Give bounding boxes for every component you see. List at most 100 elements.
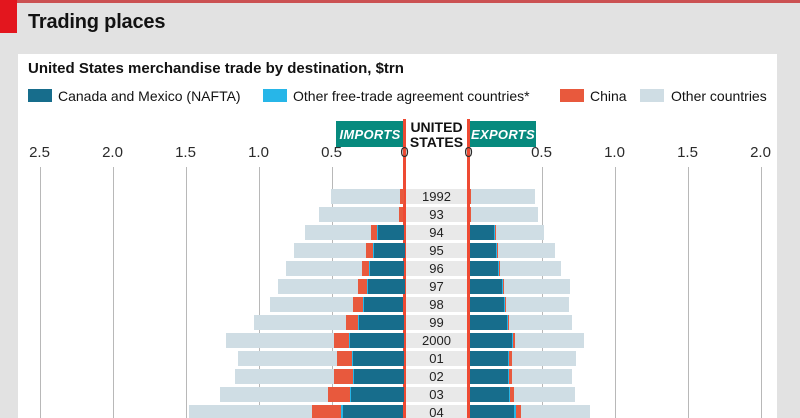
exports-segment-china-04 [516,405,521,418]
imports-segment-nafta-04 [342,405,403,418]
year-label-99: 99 [406,315,467,330]
imports-segment-fta-02 [352,369,354,384]
exports-bar-98 [470,297,569,312]
imports-bar-94 [304,225,404,240]
year-label-96: 96 [406,261,467,276]
exports-segment-nafta-03 [470,387,509,402]
legend-swatch-other-countries [640,89,664,102]
imports-bar-97 [277,279,405,294]
axis-tick-label: 1.0 [248,144,269,161]
year-label-1992: 1992 [406,189,467,204]
imports-zero-axis-line [403,119,406,418]
exports-segment-nafta-98 [470,297,504,312]
imports-segment-china-99 [345,315,358,330]
exports-segment-other-02 [512,369,572,384]
legend-label-other-fta: Other free-trade agreement countries* [293,88,530,104]
exports-segment-other-04 [521,405,590,418]
year-label-98: 98 [406,297,467,312]
legend-swatch-other-fta [263,89,287,102]
exports-bar-95 [470,243,555,258]
gridline [186,167,187,418]
gridline [615,167,616,418]
imports-bar-98 [269,297,404,312]
bar-row-97: 97 [0,279,800,294]
bar-row-1992: 1992 [0,189,800,204]
imports-segment-china-93 [398,207,403,222]
exports-segment-china-02 [509,369,512,384]
exports-segment-other-98 [506,297,569,312]
exports-segment-nafta-96 [470,261,498,276]
imports-segment-other-99 [253,315,346,330]
exports-segment-china-94 [495,225,496,240]
bar-row-94: 94 [0,225,800,240]
exports-segment-nafta-01 [470,351,508,366]
exports-segment-other-97 [504,279,570,294]
exports-bar-96 [470,261,561,276]
imports-segment-china-95 [365,243,373,258]
exports-segment-other-93 [471,207,538,222]
exports-segment-fta-98 [504,297,505,312]
gridline [259,167,260,418]
imports-segment-china-1992 [399,189,404,204]
exports-bar-1992 [470,189,536,204]
exports-segment-fta-01 [508,351,509,366]
imports-segment-nafta-98 [363,297,403,312]
imports-bar-02 [234,369,404,384]
imports-segment-other-97 [277,279,358,294]
imports-segment-nafta-97 [367,279,405,294]
imports-segment-nafta-2000 [349,333,404,348]
exports-segment-china-01 [509,351,512,366]
exports-bar-03 [470,387,576,402]
year-label-2000: 2000 [406,333,467,348]
bar-row-95: 95 [0,243,800,258]
page-title: Trading places [28,11,166,33]
exports-segment-other-2000 [515,333,584,348]
imports-bar-01 [237,351,404,366]
imports-segment-china-96 [361,261,369,276]
imports-segment-china-94 [370,225,377,240]
united-states-label-line2: STATES [409,134,464,150]
imports-segment-fta-01 [351,351,353,366]
imports-segment-nafta-94 [377,225,404,240]
exports-segment-other-03 [514,387,575,402]
bar-row-2000: 2000 [0,333,800,348]
imports-segment-other-02 [234,369,334,384]
exports-segment-fta-99 [507,315,508,330]
year-label-95: 95 [406,243,467,258]
exports-segment-nafta-97 [470,279,502,294]
imports-segment-china-04 [311,405,341,418]
imports-segment-fta-2000 [348,333,350,348]
exports-segment-china-96 [499,261,500,276]
year-label-03: 03 [406,387,467,402]
imports-segment-fta-98 [362,297,364,312]
exports-segment-other-95 [498,243,555,258]
legend-label-other-countries: Other countries [671,88,767,104]
exports-segment-other-96 [500,261,561,276]
imports-bar-95 [293,243,405,258]
imports-bar-96 [285,261,404,276]
exports-segment-fta-04 [514,405,516,418]
top-rule [0,0,800,3]
exports-segment-other-1992 [471,189,535,204]
imports-segment-china-2000 [333,333,349,348]
year-label-01: 01 [406,351,467,366]
chart-subtitle: United States merchandise trade by desti… [28,60,404,77]
imports-bar-93 [318,207,404,222]
legend-label-china: China [590,88,627,104]
exports-segment-nafta-95 [470,243,496,258]
imports-segment-fta-95 [372,243,374,258]
bar-row-02: 02 [0,369,800,384]
exports-segment-nafta-99 [470,315,507,330]
bar-row-93: 93 [0,207,800,222]
red-accent-tab [0,0,17,33]
exports-segment-fta-02 [508,369,509,384]
gridline [688,167,689,418]
exports-zero-axis-line [467,119,470,418]
imports-bar-04 [188,405,404,418]
exports-segment-china-93 [470,207,471,222]
exports-bar-2000 [470,333,584,348]
exports-segment-other-99 [509,315,572,330]
exports-segment-fta-97 [502,279,503,294]
imports-segment-other-93 [318,207,399,222]
